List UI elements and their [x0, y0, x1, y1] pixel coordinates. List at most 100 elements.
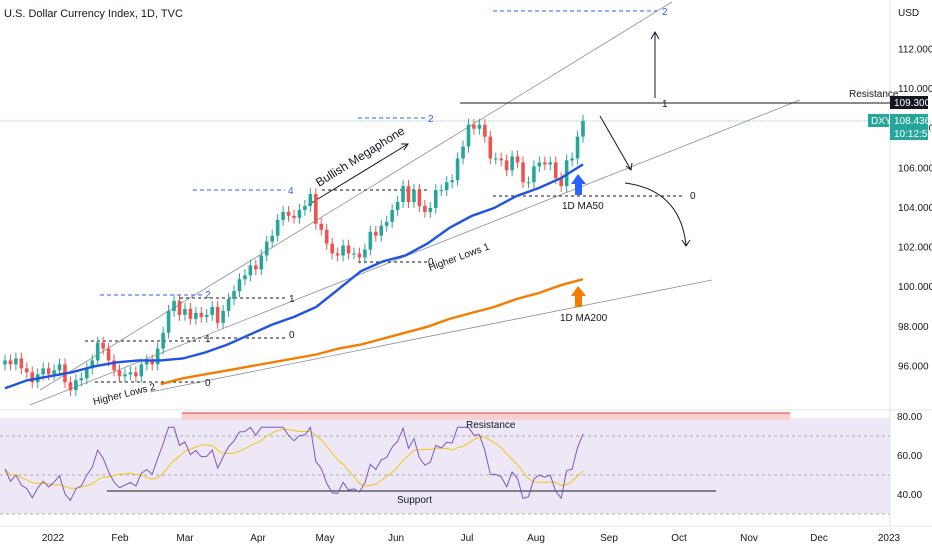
rsi-resistance-zone — [182, 413, 790, 420]
candle-body — [243, 275, 247, 280]
candle-body — [483, 124, 487, 137]
countdown-text: 10:12:58 — [894, 129, 932, 140]
candle-body — [232, 291, 236, 300]
candle-body — [297, 209, 302, 218]
candle-body — [150, 360, 155, 365]
candle-body — [123, 374, 127, 377]
candle-body — [444, 182, 449, 191]
resistance-badge-text: 109.300 — [894, 98, 931, 109]
candle-body — [74, 380, 78, 391]
rsi-axis: 80.00 60.00 40.00 — [897, 412, 922, 501]
megaphone-arrow — [307, 143, 409, 206]
price-tick-label: 100.000 — [898, 282, 932, 293]
candle-body — [199, 312, 204, 317]
candle-body — [84, 368, 89, 379]
price-tick-label: 96.000 — [898, 361, 929, 372]
time-tick-label: Mar — [176, 533, 194, 544]
fib-label: 2 — [205, 290, 211, 301]
candle-body — [373, 231, 378, 236]
candle-body — [248, 265, 253, 276]
price-tick-label: 104.000 — [898, 203, 932, 214]
candle-body — [14, 358, 18, 365]
candle-body — [390, 209, 394, 222]
candle-body — [177, 301, 182, 315]
megaphone-arrow-head — [401, 143, 409, 151]
time-tick-label: Apr — [250, 533, 266, 544]
candle-body — [25, 368, 29, 373]
candle-body — [57, 364, 62, 371]
rsi-ma-line — [4, 428, 584, 489]
candle-body — [46, 368, 51, 375]
candle-body — [270, 235, 274, 242]
candle-body — [41, 368, 45, 375]
candle-body — [433, 190, 438, 208]
candle-body — [286, 211, 291, 216]
candle-body — [188, 308, 193, 319]
higher-lows-2-label: Higher Lows 2 — [92, 382, 157, 408]
candle-body — [341, 245, 345, 256]
candle-body — [254, 265, 258, 270]
fib-label: 1 — [289, 294, 295, 305]
candle-body — [308, 194, 313, 206]
time-tick-label: May — [316, 533, 335, 544]
price-axis-unit: USD — [898, 8, 919, 19]
fib-label: 0 — [690, 191, 696, 202]
candle-body — [52, 370, 56, 375]
time-axis[interactable]: 2022 Feb Mar Apr May Jun Jul Aug Sep Oct Nov Dec 202… — [42, 533, 901, 544]
candle-body — [428, 207, 433, 212]
rsi-zone — [0, 418, 890, 514]
price-axis[interactable]: USD 112.000110.000108.000106.000104.0001… — [898, 8, 932, 372]
candle-body — [510, 156, 514, 171]
price-tick-label: 102.000 — [898, 243, 932, 254]
rsi-tick-label: 40.00 — [897, 490, 922, 501]
last-price-badge — [890, 114, 928, 140]
candle-body — [281, 211, 285, 220]
candle-body — [352, 253, 356, 255]
candle-body — [412, 190, 416, 203]
candle-body — [330, 243, 334, 254]
candle-body — [559, 178, 563, 187]
candle-body — [379, 225, 384, 236]
candle-body — [19, 358, 24, 369]
time-tick-label: 2022 — [42, 533, 65, 544]
candle-body — [384, 221, 389, 226]
candle-body — [112, 360, 116, 371]
fib-label: 1 — [662, 99, 668, 110]
candle-body — [155, 348, 160, 365]
time-tick-label: Sep — [600, 533, 618, 544]
candle-body — [264, 241, 269, 256]
time-tick-label: Feb — [111, 533, 129, 544]
candle-body — [368, 231, 373, 250]
candle-body — [237, 279, 242, 292]
time-tick-label: Jul — [461, 533, 474, 544]
candle-body — [95, 342, 100, 361]
megaphone-upper-line — [39, 1, 673, 391]
target-arrow-head — [650, 30, 660, 40]
candle-body — [226, 299, 231, 311]
time-tick-label: Oct — [671, 533, 687, 544]
candle-body — [204, 314, 209, 317]
candle-body — [526, 182, 531, 184]
candle-body — [537, 162, 542, 167]
ma50-label: 1D MA50 — [562, 201, 604, 212]
candle-body — [461, 146, 465, 159]
projection-curve — [624, 182, 687, 246]
ma200-label: 1D MA200 — [560, 313, 608, 324]
candle-body — [439, 190, 444, 192]
candle-body — [275, 219, 280, 236]
candle-body — [90, 360, 95, 369]
ma-line — [4, 163, 584, 390]
candle-body — [472, 124, 476, 129]
rsi-resistance-label: Resistance — [466, 420, 516, 431]
candle-body — [477, 124, 482, 129]
fib-label: 2 — [428, 114, 434, 125]
fib-label: 1 — [205, 334, 211, 345]
fib-label: 0 — [428, 257, 434, 268]
symbol-badge-text: DXY — [871, 116, 892, 127]
candle-body — [3, 360, 7, 365]
candle-body — [210, 306, 215, 315]
candle-body — [68, 382, 73, 391]
last-price-text: 108.436 — [894, 116, 931, 127]
rsi-support-label: Support — [397, 495, 432, 506]
